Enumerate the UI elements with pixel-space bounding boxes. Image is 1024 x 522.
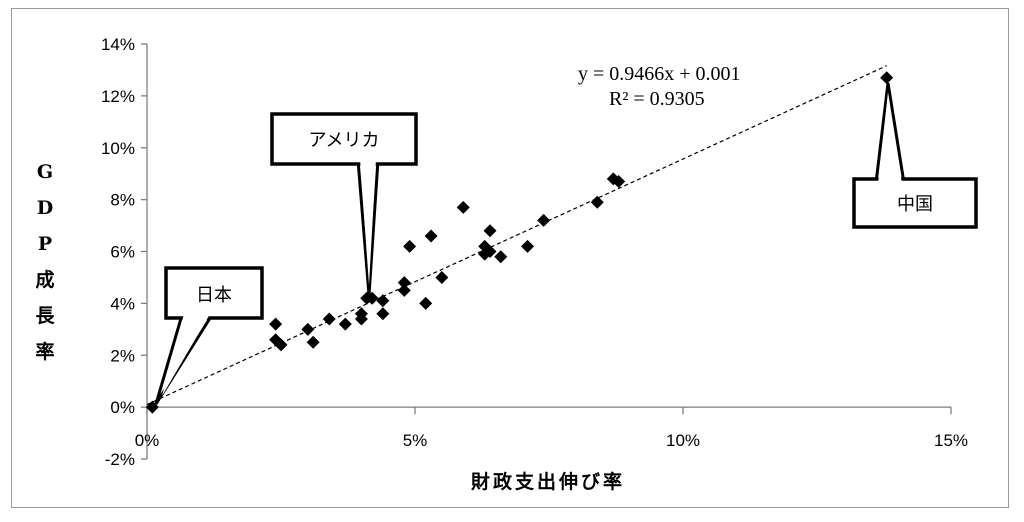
- data-point: [269, 317, 283, 331]
- y-tick-label: -2%: [105, 450, 135, 469]
- y-tick-label: 14%: [101, 35, 135, 54]
- y-axis-label-char: 率: [35, 340, 54, 363]
- y-tick-label: 0%: [110, 398, 135, 417]
- callout-china-label: 中国: [897, 194, 933, 215]
- x-axis-ticks: 0% 5% 10% 15%: [135, 407, 968, 450]
- data-point: [494, 250, 508, 264]
- y-tick-label: 10%: [101, 139, 135, 158]
- data-point: [483, 245, 497, 258]
- y-axis-label-char: 長: [35, 305, 55, 327]
- y-tick-label: 4%: [110, 294, 135, 313]
- y-tick-label: 12%: [101, 87, 135, 106]
- data-point: [483, 224, 497, 238]
- data-point: [322, 312, 336, 326]
- y-axis-label-char: 成: [35, 268, 54, 291]
- data-point: [419, 296, 433, 310]
- data-point: [376, 307, 390, 321]
- callout-china: 中国: [852, 82, 978, 229]
- data-point: [397, 283, 411, 297]
- x-tick-label: 5%: [403, 431, 428, 450]
- y-axis-label-char: G: [37, 161, 53, 183]
- data-point: [521, 239, 535, 253]
- y-tick-label: 6%: [110, 243, 135, 262]
- x-tick-label: 10%: [666, 431, 700, 450]
- trendline: [146, 65, 887, 406]
- data-point: [612, 174, 626, 188]
- data-point: [338, 317, 352, 331]
- y-axis-ticks: -2% 0% 2% 4% 6% 8% 10% 12% 14%: [101, 35, 147, 469]
- data-point: [301, 322, 315, 336]
- trendline-equation: y = 0.9466x + 0.001: [578, 63, 741, 85]
- data-points: [145, 71, 894, 414]
- callout-usa: アメリカ: [270, 112, 418, 296]
- data-point: [403, 239, 417, 253]
- callout-usa-label: アメリカ: [308, 130, 379, 151]
- callout-japan-box: [164, 266, 264, 320]
- data-point: [424, 229, 438, 243]
- data-point: [354, 307, 368, 321]
- x-tick-label: 0%: [135, 431, 160, 450]
- trendline-r-squared: R² = 0.9305: [609, 88, 705, 110]
- x-axis-label: 財政支出伸び率: [471, 470, 625, 493]
- callout-japan-label: 日本: [196, 285, 232, 306]
- y-tick-label: 2%: [110, 346, 135, 365]
- y-axis-label-char: P: [38, 233, 52, 255]
- callout-china-box: [852, 177, 978, 229]
- data-point: [880, 71, 894, 85]
- callout-japan: 日本: [154, 266, 264, 405]
- chart-frame: [11, 8, 1009, 508]
- y-axis-label-char: D: [37, 197, 53, 219]
- data-point: [274, 338, 288, 352]
- data-point: [376, 294, 390, 308]
- data-point: [435, 270, 449, 284]
- data-point: [397, 276, 411, 290]
- data-point: [456, 200, 470, 214]
- data-point: [537, 213, 551, 227]
- callout-usa-box: [270, 112, 418, 166]
- x-tick-label: 15%: [934, 431, 968, 450]
- data-point: [306, 335, 320, 349]
- data-point: [590, 195, 604, 209]
- y-tick-label: 8%: [110, 191, 135, 210]
